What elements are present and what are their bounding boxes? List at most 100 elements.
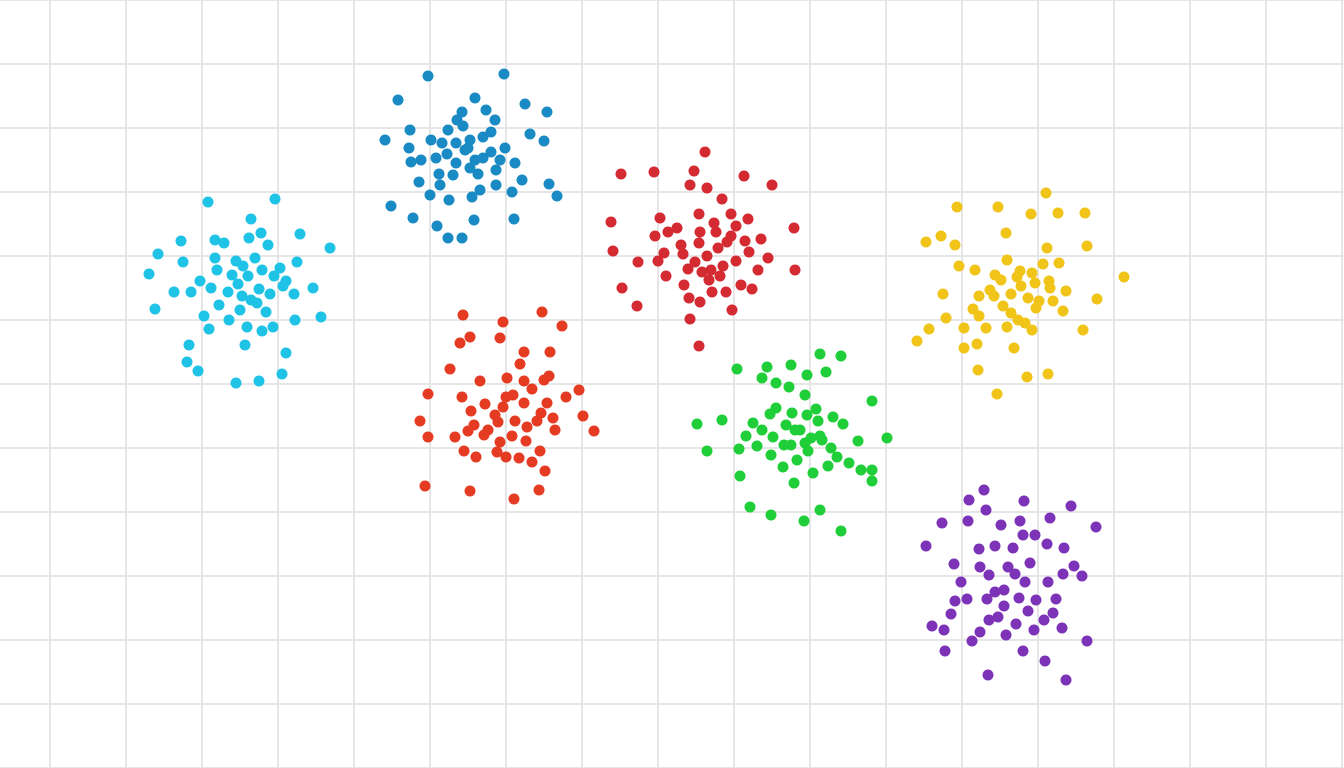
data-point <box>969 264 981 276</box>
data-point <box>756 424 768 436</box>
data-point <box>433 168 445 180</box>
data-point <box>516 174 528 186</box>
data-points <box>143 68 1130 686</box>
data-point <box>262 239 274 251</box>
data-point <box>762 252 774 264</box>
data-point <box>499 142 511 154</box>
data-point <box>1118 271 1130 283</box>
cluster-3 <box>605 146 801 352</box>
data-point <box>492 416 504 428</box>
data-point <box>514 358 526 370</box>
cluster-4 <box>911 187 1130 400</box>
data-point <box>744 501 756 513</box>
data-point <box>464 134 476 146</box>
data-point <box>780 419 792 431</box>
data-point <box>652 255 664 267</box>
data-point <box>948 558 960 570</box>
data-point <box>945 608 957 620</box>
data-point <box>454 337 466 349</box>
data-point <box>183 339 195 351</box>
data-point <box>949 595 961 607</box>
data-point <box>998 600 1010 612</box>
data-point <box>203 323 215 335</box>
data-point <box>923 323 935 335</box>
data-point <box>812 415 824 427</box>
data-point <box>520 435 532 447</box>
data-point <box>675 239 687 251</box>
data-point <box>442 124 454 136</box>
data-point <box>1028 624 1040 636</box>
data-point <box>480 104 492 116</box>
data-point <box>419 480 431 492</box>
data-point <box>198 310 210 322</box>
data-point <box>953 260 965 272</box>
data-point <box>649 230 661 242</box>
data-point <box>1053 257 1065 269</box>
data-point <box>658 247 670 259</box>
data-point <box>752 264 764 276</box>
data-point <box>407 212 419 224</box>
data-point <box>735 279 747 291</box>
data-point <box>490 164 502 176</box>
cluster-6 <box>691 348 893 537</box>
data-point <box>143 268 155 280</box>
data-point <box>264 288 276 300</box>
data-point <box>422 388 434 400</box>
data-point <box>477 152 489 164</box>
data-point <box>469 92 481 104</box>
data-point <box>835 350 847 362</box>
data-point <box>269 193 281 205</box>
data-point <box>1026 324 1038 336</box>
data-point <box>703 274 715 286</box>
data-point <box>464 331 476 343</box>
data-point <box>168 286 180 298</box>
data-point <box>855 464 867 476</box>
data-point <box>441 148 453 160</box>
data-point <box>632 256 644 268</box>
data-point <box>966 635 978 647</box>
data-point <box>746 283 758 295</box>
data-point <box>991 388 1003 400</box>
data-point <box>392 94 404 106</box>
data-point <box>765 449 777 461</box>
data-point <box>1001 321 1013 333</box>
data-point <box>755 233 767 245</box>
data-point <box>938 624 950 636</box>
data-point <box>260 306 272 318</box>
data-point <box>424 189 436 201</box>
data-point <box>324 242 336 254</box>
data-point <box>1081 240 1093 252</box>
data-point <box>288 288 300 300</box>
data-point <box>778 439 790 451</box>
data-point <box>1079 207 1091 219</box>
data-point <box>615 168 627 180</box>
data-point <box>497 401 509 413</box>
data-point <box>920 236 932 248</box>
data-point <box>405 156 417 168</box>
data-point <box>980 322 992 334</box>
data-point <box>253 375 265 387</box>
data-point <box>470 451 482 463</box>
data-point <box>307 282 319 294</box>
data-point <box>434 179 446 191</box>
data-point <box>989 540 1001 552</box>
data-point <box>175 235 187 247</box>
cluster-1 <box>143 193 336 389</box>
data-point <box>518 375 530 387</box>
data-point <box>202 196 214 208</box>
data-point <box>1044 282 1056 294</box>
data-point <box>783 381 795 393</box>
data-point <box>1050 593 1062 605</box>
data-point <box>801 369 813 381</box>
data-point <box>456 391 468 403</box>
data-point <box>881 432 893 444</box>
data-point <box>536 306 548 318</box>
data-point <box>822 460 834 472</box>
data-point <box>443 194 455 206</box>
data-point <box>920 540 932 552</box>
data-point <box>798 515 810 527</box>
data-point <box>660 270 672 282</box>
data-point <box>490 179 502 191</box>
data-point <box>500 391 512 403</box>
data-point <box>508 493 520 505</box>
